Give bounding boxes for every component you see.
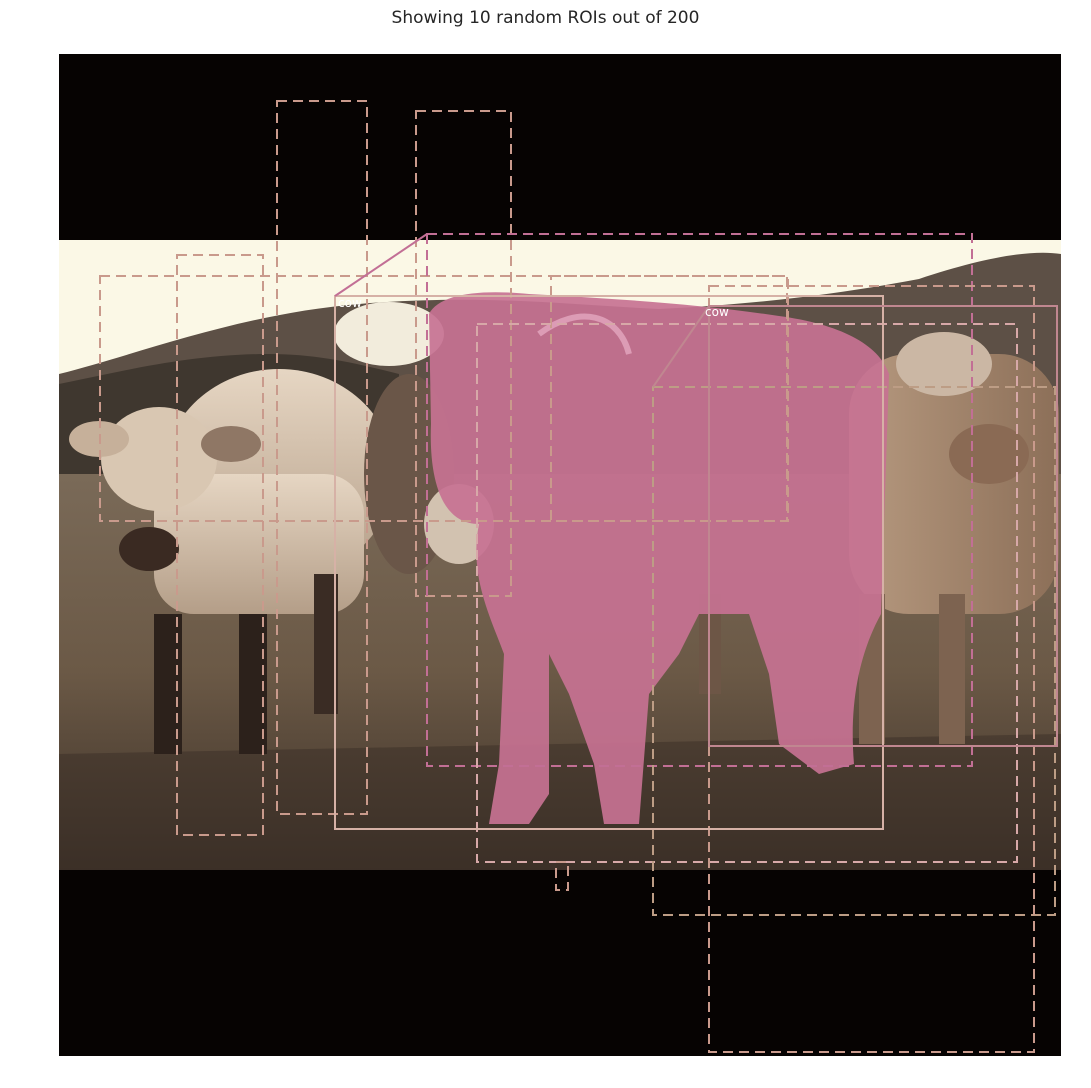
roi-box	[415, 110, 512, 597]
roi-box-refined	[708, 305, 1058, 747]
roi-boxes-dashed	[99, 100, 1056, 1053]
roi-refine-line	[334, 233, 428, 297]
roi-box	[476, 323, 1018, 863]
roi-box	[176, 254, 264, 836]
image-panel: cow cow	[59, 54, 1061, 1056]
figure-title: Showing 10 random ROIs out of 200	[391, 8, 700, 28]
roi-box-refined	[334, 295, 884, 830]
roi-box	[426, 233, 973, 767]
roi-class-label: cow	[338, 296, 362, 310]
roi-class-label: cow	[705, 305, 729, 319]
roi-boxes-solid	[334, 233, 1058, 830]
roi-refine-line	[652, 305, 710, 388]
roi-box	[550, 275, 789, 522]
roi-box	[652, 386, 1056, 916]
roi-box	[276, 100, 368, 815]
cow-photo: cow cow	[59, 100, 1061, 1053]
segmentation-mask	[429, 292, 889, 824]
roi-box	[555, 861, 569, 891]
